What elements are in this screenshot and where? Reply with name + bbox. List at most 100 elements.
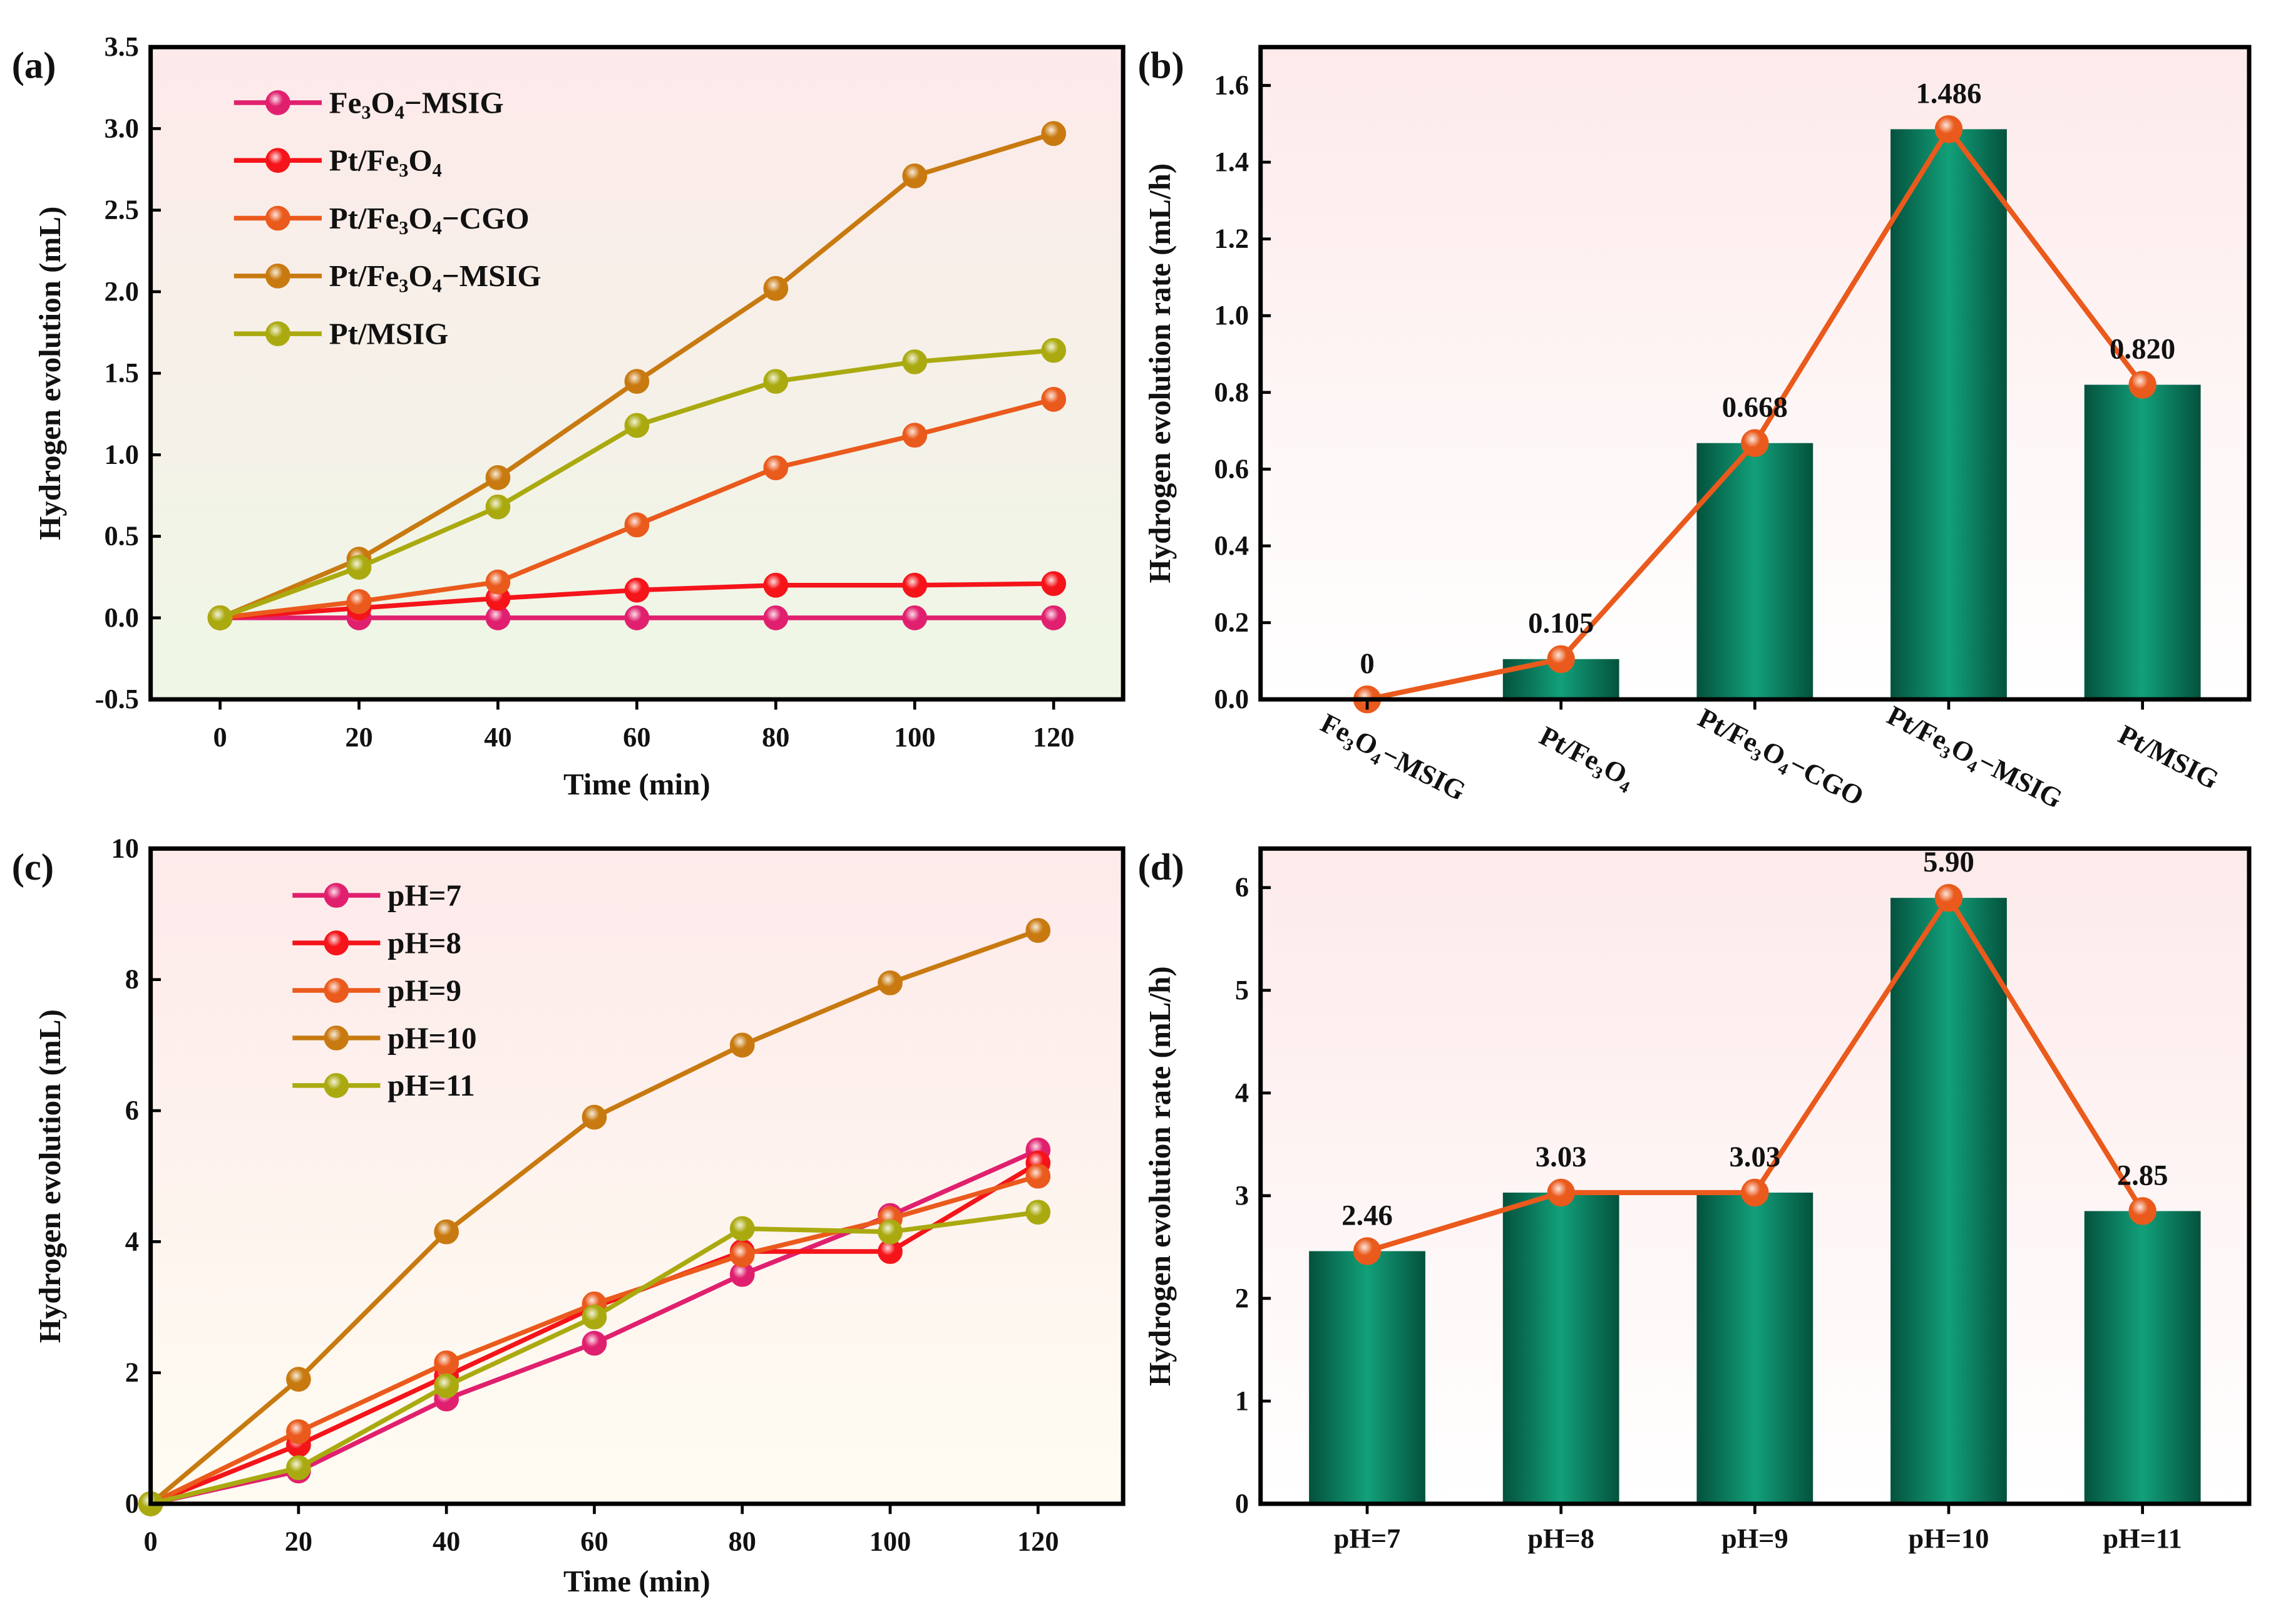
data-point-highlight — [625, 578, 649, 602]
y-tick-label: 4 — [125, 1225, 139, 1257]
y-tick-label: 0.6 — [1214, 453, 1249, 484]
legend-marker-highlight — [266, 322, 290, 346]
data-point-highlight — [764, 456, 787, 480]
data-point-highlight — [582, 1105, 607, 1129]
x-axis-title: Time (min) — [563, 767, 710, 801]
data-point-highlight — [625, 606, 649, 630]
data-point-highlight — [1026, 1200, 1050, 1224]
y-tick-label: 6 — [125, 1094, 139, 1126]
data-point-highlight — [2129, 371, 2156, 398]
data-point-highlight — [903, 606, 926, 630]
x-tick-label: 40 — [484, 721, 511, 753]
data-point-highlight — [347, 590, 371, 614]
data-point-highlight — [1353, 1238, 1381, 1265]
data-label: 3.03 — [1729, 1141, 1780, 1173]
data-point-highlight — [764, 606, 787, 630]
y-tick-label: 1.4 — [1214, 146, 1249, 177]
x-tick-label: 60 — [623, 721, 650, 753]
x-tick-label: 20 — [345, 721, 372, 753]
x-tick-label: Fe3O4−MSIG — [1315, 707, 1471, 809]
data-point-highlight — [434, 1220, 458, 1244]
x-tick-label: 40 — [433, 1526, 460, 1557]
y-tick-label: 1.0 — [104, 438, 138, 470]
legend-label: Pt/Fe3O4−MSIG — [329, 259, 541, 296]
y-tick-label: 2.5 — [104, 194, 138, 225]
panel-a: (a) -0.5 0.0 0.5 1.0 1.5 2.0 2.5 3.0 3.5 Hydrogen … — [12, 31, 1126, 801]
x-tick-label: pH=10 — [1909, 1523, 1989, 1554]
series-pt-msig: Pt/MSIG — [207, 316, 1067, 630]
data-point-highlight — [1026, 918, 1050, 942]
data-label: 2.46 — [1341, 1199, 1393, 1231]
data-point-highlight — [486, 495, 510, 519]
legend-label: Pt/Fe3O4−CGO — [329, 201, 530, 239]
data-point-highlight — [903, 164, 926, 188]
legend-marker-highlight — [266, 206, 290, 230]
panel-d: (d) 0 1 2 3 4 5 6 Hydrogen evolution rate (mL/h)… — [1137, 846, 2252, 1554]
legend-marker-highlight — [324, 979, 348, 1002]
legend-marker-highlight — [324, 931, 348, 955]
x-tick-label: pH=11 — [2103, 1523, 2182, 1554]
y-tick-label: -0.5 — [95, 683, 139, 714]
bar — [1309, 1251, 1425, 1504]
data-point-highlight — [903, 350, 926, 374]
y-tick-label: 5 — [1235, 974, 1249, 1005]
data-label: 0.668 — [1722, 391, 1788, 424]
y-tick-label: 0.2 — [1214, 607, 1249, 638]
x-tick-label: pH=8 — [1527, 1523, 1594, 1554]
y-tick-label: 0 — [125, 1488, 139, 1519]
data-point-highlight — [878, 1220, 902, 1244]
data-point-highlight — [1042, 121, 1065, 145]
data-point-highlight — [1547, 645, 1574, 672]
data-point-highlight — [287, 1420, 310, 1444]
legend-marker-highlight — [266, 91, 290, 115]
data-point-highlight — [486, 466, 510, 490]
bar — [1502, 1192, 1619, 1504]
y-tick-label: 10 — [111, 832, 139, 863]
y-tick-label: 1.6 — [1214, 69, 1249, 101]
data-point-highlight — [764, 573, 787, 597]
x-tick-label: 100 — [869, 1526, 911, 1557]
data-point-highlight — [625, 369, 649, 393]
data-point-highlight — [347, 555, 371, 579]
data-point-highlight — [582, 1305, 607, 1329]
y-axis-title: Hydrogen evolution rate (mL/h) — [1142, 163, 1177, 583]
legend-marker-highlight — [266, 148, 290, 172]
panel-c: (c) 0 2 4 6 8 10 Hydrogen evolution (mL) 0 20 40 60… — [12, 832, 1126, 1598]
data-point-highlight — [208, 606, 232, 630]
data-label: 0.105 — [1528, 607, 1594, 640]
data-point-highlight — [625, 513, 649, 537]
data-point-highlight — [434, 1374, 458, 1398]
legend-marker-highlight — [324, 1074, 348, 1097]
legend-marker-highlight — [324, 883, 348, 907]
data-point-highlight — [582, 1331, 607, 1355]
x-tick-label: 80 — [729, 1526, 756, 1557]
x-tick-label: pH=9 — [1721, 1523, 1788, 1554]
y-tick-label: 1.2 — [1214, 223, 1249, 254]
data-label: 1.486 — [1916, 77, 1981, 110]
x-tick-label: 120 — [1017, 1526, 1059, 1557]
x-tick-label: Pt/Fe3O4 — [1533, 720, 1640, 797]
legend-label: Fe3O4−MSIG — [329, 85, 504, 123]
bar — [2084, 384, 2201, 700]
data-point-highlight — [731, 1243, 754, 1267]
y-tick-label: 8 — [125, 964, 139, 995]
legend-label: Pt/MSIG — [329, 316, 449, 351]
x-tick-label: 20 — [285, 1526, 312, 1557]
legend-label: pH=7 — [387, 878, 461, 913]
data-point-highlight — [434, 1351, 458, 1375]
data-point-highlight — [1935, 116, 1962, 143]
data-point-highlight — [731, 1033, 754, 1057]
legend-label: pH=10 — [387, 1020, 476, 1055]
x-tick-label: 80 — [762, 721, 789, 753]
panel-b: (b) 0.0 0.2 0.4 0.6 0.8 1.0 1.2 1.4 1.6 Hydrogen e… — [1137, 45, 2252, 818]
bar — [1890, 898, 2007, 1504]
x-tick-label: pH=7 — [1334, 1523, 1401, 1554]
data-label: 0.820 — [2110, 333, 2175, 366]
panel-label: (c) — [12, 846, 54, 888]
legend-marker-highlight — [324, 1026, 348, 1050]
x-tick-label: Pt/Fe3O4−MSIG — [1880, 699, 2067, 818]
y-axis-title: Hydrogen evolution rate (mL/h) — [1142, 966, 1177, 1386]
data-point-highlight — [486, 570, 510, 594]
data-point-highlight — [903, 423, 926, 447]
